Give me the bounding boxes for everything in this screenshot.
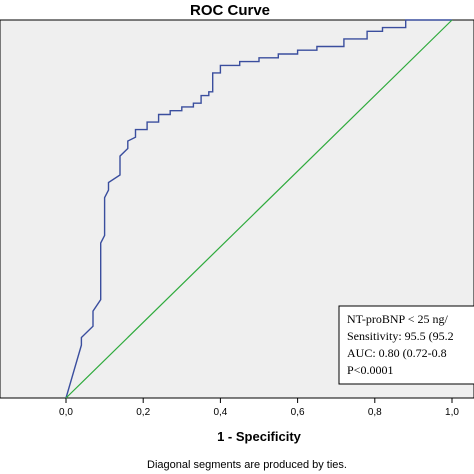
reference-diagonal-line (65, 19, 453, 399)
series-layer (65, 19, 453, 399)
x-tick-label: 0,6 (291, 407, 305, 418)
annotation-frame (338, 305, 474, 385)
x-tick-label: 0,8 (368, 407, 382, 418)
annotation-line: P<0.0001 (347, 363, 393, 377)
annotation-line: AUC: 0.80 (0.72-0.8 (347, 346, 447, 360)
chart-title: ROC Curve (190, 2, 270, 19)
x-tick-label: 0,2 (136, 407, 150, 418)
x-tick-label: 1,0 (445, 407, 459, 418)
annotation-line: Sensitivity: 95.5 (95.2 (347, 329, 454, 343)
x-tick-label: 0,4 (213, 407, 227, 418)
annotation-line: NT-proBNP < 25 ng/ (347, 312, 449, 326)
footnote: Diagonal segments are produced by ties. (147, 459, 347, 471)
annotation-box: NT-proBNP < 25 ng/Sensitivity: 95.5 (95.… (338, 305, 474, 385)
roc-curve-line (65, 19, 452, 399)
x-axis-label: 1 - Specificity (217, 429, 302, 444)
x-axis: 0,0 0,2 0,4 0,6 0,8 1,0 (0, 397, 474, 418)
x-tick-label: 0,0 (59, 407, 73, 418)
